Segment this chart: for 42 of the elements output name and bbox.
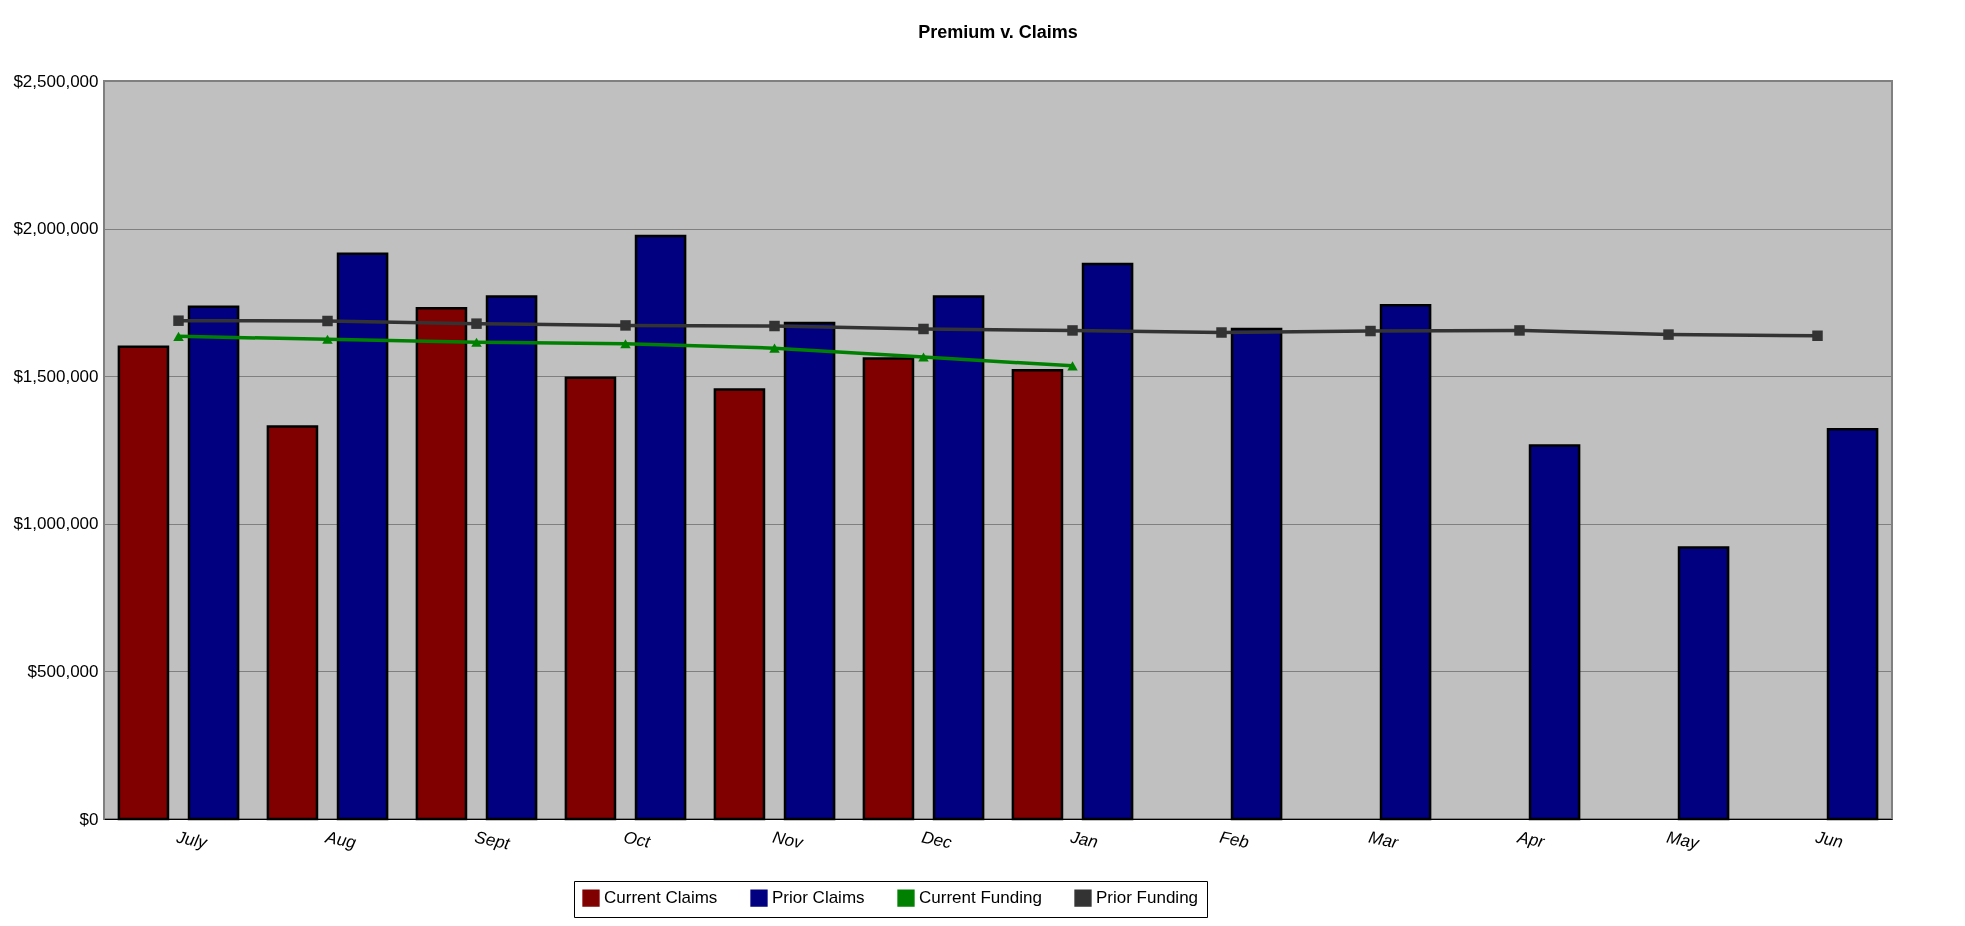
point <box>769 343 780 353</box>
x-tick-label: Nov <box>770 827 806 853</box>
y-tick-label: $2,000,000 <box>13 219 99 239</box>
y-tick-label: $1,500,000 <box>13 366 99 386</box>
legend-label: Current Claims <box>604 888 718 908</box>
point <box>1365 325 1376 337</box>
point <box>918 352 929 362</box>
point <box>918 323 929 335</box>
x-tick-label: Apr <box>1514 827 1548 852</box>
point <box>471 318 482 329</box>
x-tick-label: May <box>1664 827 1702 854</box>
point <box>1216 327 1227 338</box>
x-tick-label: Aug <box>322 827 359 853</box>
point <box>471 337 482 347</box>
point <box>322 315 333 327</box>
point <box>1514 325 1525 336</box>
x-tick-label: Jun <box>1812 827 1845 852</box>
y-tick-label: $1,000,000 <box>13 514 99 534</box>
x-tick-label: Sept <box>472 827 513 854</box>
point <box>1067 325 1078 336</box>
y-tick-label: $500,000 <box>27 661 99 681</box>
point <box>1663 329 1674 340</box>
point <box>173 331 184 341</box>
legend-label: Current Funding <box>919 888 1042 908</box>
point <box>1812 330 1823 341</box>
y-tick-label: $0 <box>79 809 99 829</box>
point <box>173 315 184 326</box>
legend-label: Prior Funding <box>1096 888 1199 908</box>
point <box>620 320 631 331</box>
point <box>1067 361 1078 371</box>
point <box>620 339 631 349</box>
legend-label: Prior Claims <box>772 888 865 908</box>
point <box>769 320 780 332</box>
x-tick-label: July <box>173 827 210 853</box>
x-tick-label: Oct <box>621 827 654 852</box>
x-tick-label: Mar <box>1366 827 1401 853</box>
y-tick-label: $2,500,000 <box>13 71 99 91</box>
chart-title: Premium v. Claims <box>918 22 1078 42</box>
x-tick-label: Jan <box>1067 827 1100 852</box>
point <box>322 334 333 344</box>
x-tick-label: Feb <box>1217 827 1251 853</box>
x-tick-label: Dec <box>919 827 954 853</box>
